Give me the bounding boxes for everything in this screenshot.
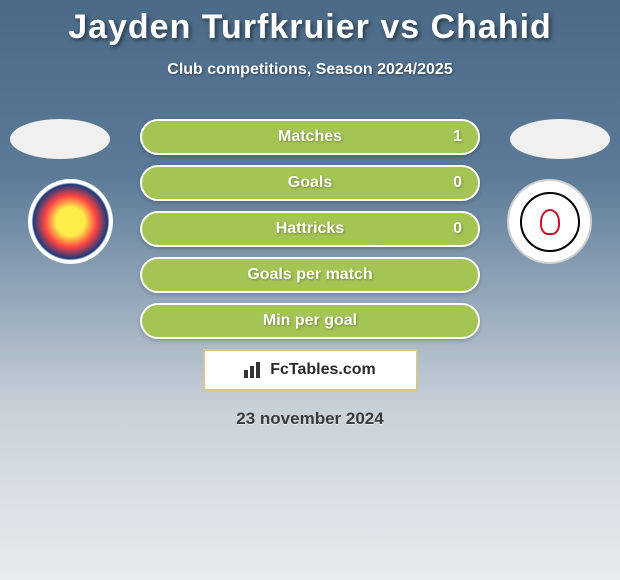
stat-label: Matches xyxy=(278,128,342,146)
comparison-content: Matches 1 Goals 0 Hattricks 0 Goals per … xyxy=(0,119,620,429)
stat-value-right: 0 xyxy=(453,174,462,192)
stat-row-goals-per-match: Goals per match xyxy=(140,257,480,293)
comparison-date: 23 november 2024 xyxy=(0,409,620,429)
stat-label: Hattricks xyxy=(276,220,344,238)
stat-label: Min per goal xyxy=(263,312,357,330)
footer-brand-badge[interactable]: FcTables.com xyxy=(203,349,418,391)
footer-brand-text: FcTables.com xyxy=(270,361,376,379)
comparison-subtitle: Club competitions, Season 2024/2025 xyxy=(0,61,620,79)
stat-row-goals: Goals 0 xyxy=(140,165,480,201)
ajax-logo-icon xyxy=(520,192,580,252)
stat-value-right: 1 xyxy=(453,128,462,146)
stat-label: Goals per match xyxy=(247,266,372,284)
club-badge-left xyxy=(28,179,113,264)
stat-row-min-per-goal: Min per goal xyxy=(140,303,480,339)
stats-container: Matches 1 Goals 0 Hattricks 0 Goals per … xyxy=(140,119,480,339)
stat-row-matches: Matches 1 xyxy=(140,119,480,155)
chart-icon xyxy=(244,362,264,378)
club-badge-right xyxy=(507,179,592,264)
player-photo-right xyxy=(510,119,610,159)
stat-row-hattricks: Hattricks 0 xyxy=(140,211,480,247)
comparison-title: Jayden Turfkruier vs Chahid xyxy=(0,0,620,47)
stat-value-right: 0 xyxy=(453,220,462,238)
player-photo-left xyxy=(10,119,110,159)
stat-label: Goals xyxy=(288,174,332,192)
